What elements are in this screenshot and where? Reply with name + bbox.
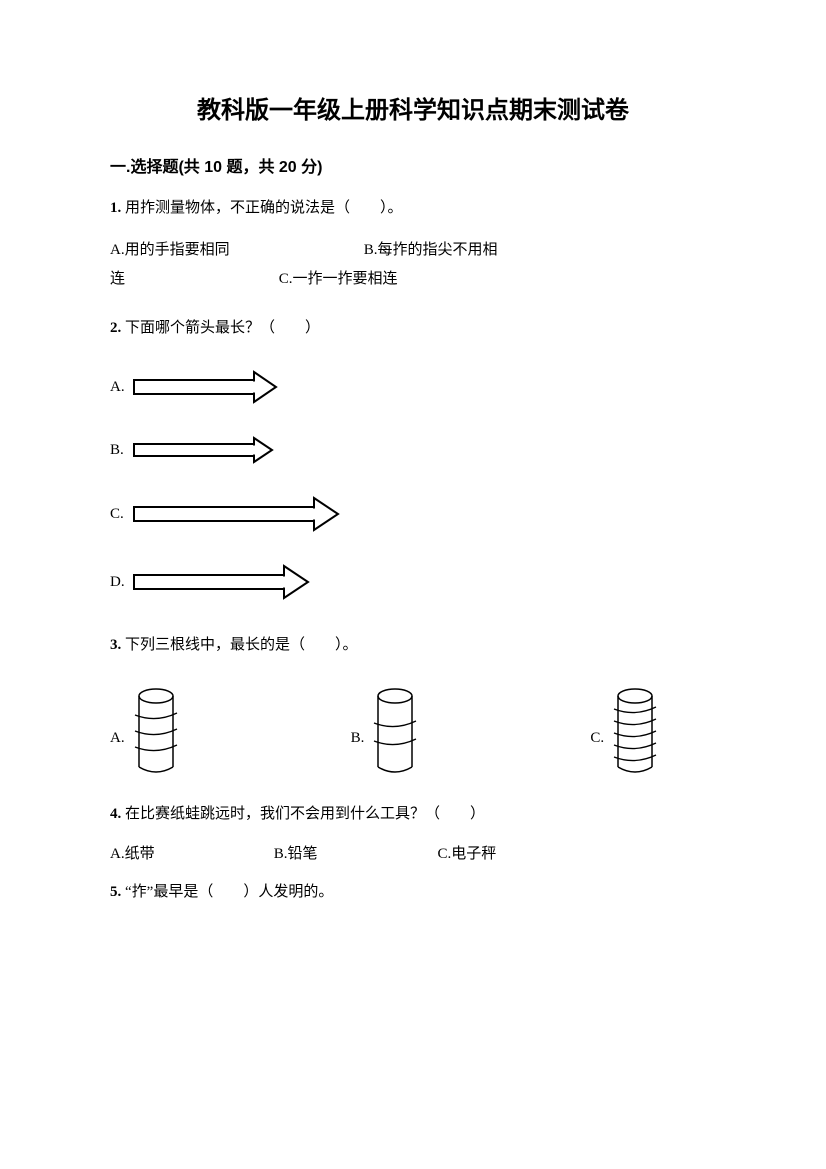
cylinder-icon-c bbox=[610, 687, 660, 777]
q3-num: 3. bbox=[110, 637, 121, 653]
q1-options: A.用的手指要相同 B.每拃的指尖不用相 连 C.一拃一拃要相连 bbox=[110, 236, 716, 293]
arrow-row-b: B. bbox=[110, 436, 716, 464]
q1-opt-c: C.一拃一拃要相连 bbox=[279, 265, 398, 294]
q4-opt-a: A.纸带 bbox=[110, 842, 270, 863]
arrow-icon-b bbox=[132, 436, 277, 464]
q2-text: 下面哪个箭头最长？（ ） bbox=[125, 320, 320, 336]
q1-opt-b-cont: 连 bbox=[110, 271, 125, 287]
cyl-item-c: C. bbox=[590, 687, 660, 777]
q5-num: 5. bbox=[110, 884, 121, 900]
q4-opt-b: B.铅笔 bbox=[274, 842, 434, 863]
arrow-row-a: A. bbox=[110, 370, 716, 404]
q2-arrows: A. B. C. D. bbox=[110, 370, 716, 600]
q1-opt-a: A.用的手指要相同 bbox=[110, 236, 360, 265]
arrow-label-b: B. bbox=[110, 442, 132, 459]
q1-opt-b: B.每拃的指尖不用相 bbox=[364, 236, 498, 265]
cylinder-icon-b bbox=[370, 687, 420, 777]
cyl-label-b: B. bbox=[351, 730, 365, 747]
q4-opt-c: C.电子秤 bbox=[438, 842, 497, 863]
question-5: 5. “拃”最早是（ ）人发明的。 bbox=[110, 879, 716, 906]
arrow-icon-d bbox=[132, 564, 314, 600]
arrow-icon-c bbox=[132, 496, 344, 532]
cyl-label-a: A. bbox=[110, 730, 125, 747]
cyl-item-a: A. bbox=[110, 687, 181, 777]
cyl-label-c: C. bbox=[590, 730, 604, 747]
arrow-icon-a bbox=[132, 370, 282, 404]
cylinder-icon-a bbox=[131, 687, 181, 777]
arrow-label-c: C. bbox=[110, 506, 132, 523]
arrow-label-d: D. bbox=[110, 574, 132, 591]
q4-num: 4. bbox=[110, 806, 121, 822]
q3-cylinders: A. B. C. bbox=[110, 687, 716, 777]
q4-text: 在比赛纸蛙跳远时，我们不会用到什么工具？（ ） bbox=[125, 806, 485, 822]
question-2: 2. 下面哪个箭头最长？（ ） bbox=[110, 315, 716, 342]
q5-text: “拃”最早是（ ）人发明的。 bbox=[125, 884, 333, 900]
question-1: 1. 用拃测量物体，不正确的说法是（ ）。 bbox=[110, 195, 716, 222]
question-3: 3. 下列三根线中，最长的是（ ）。 bbox=[110, 632, 716, 659]
cyl-item-b: B. bbox=[351, 687, 421, 777]
arrow-row-d: D. bbox=[110, 564, 716, 600]
q2-num: 2. bbox=[110, 320, 121, 336]
q4-options: A.纸带 B.铅笔 C.电子秤 bbox=[110, 842, 716, 863]
q1-num: 1. bbox=[110, 200, 121, 216]
arrow-label-a: A. bbox=[110, 379, 132, 396]
question-4: 4. 在比赛纸蛙跳远时，我们不会用到什么工具？（ ） bbox=[110, 801, 716, 828]
q3-text: 下列三根线中，最长的是（ ）。 bbox=[125, 637, 358, 653]
page-title: 教科版一年级上册科学知识点期末测试卷 bbox=[110, 90, 716, 125]
arrow-row-c: C. bbox=[110, 496, 716, 532]
q1-text: 用拃测量物体，不正确的说法是（ ）。 bbox=[125, 200, 403, 216]
section-header: 一.选择题(共 10 题，共 20 分) bbox=[110, 153, 716, 177]
